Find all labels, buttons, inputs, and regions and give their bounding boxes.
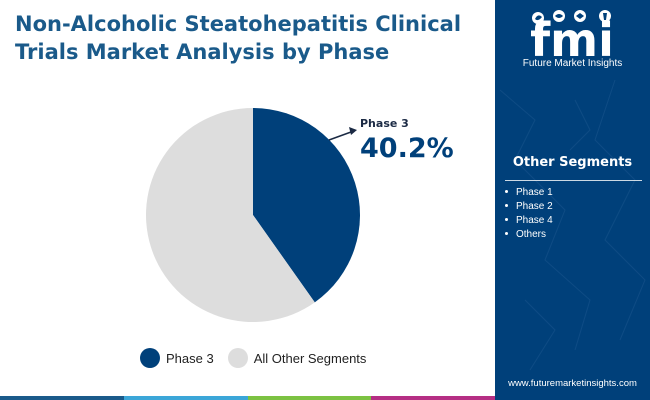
- legend-label-all-other-segments: All Other Segments: [253, 350, 367, 366]
- legend-item-phase-3: Phase 3: [140, 348, 214, 368]
- bullet-icon: [505, 189, 508, 193]
- logo-person-icon: [603, 13, 607, 20]
- page-title: Non-Alcoholic Steatohepatitis Clinical T…: [15, 12, 462, 64]
- other-segments-list: Phase 1 Phase 2 Phase 4 Others: [505, 186, 553, 242]
- fmi-logo-letters: fmi: [530, 13, 614, 67]
- pie-slices: [146, 108, 361, 322]
- logo-bird-icon: [576, 13, 584, 19]
- callout-label: Phase 3: [360, 117, 409, 130]
- pie-chart: [146, 108, 361, 322]
- other-segments-divider: [505, 180, 642, 181]
- list-item: Others: [505, 228, 553, 242]
- fmi-logo: fmi: [530, 10, 614, 67]
- list-item: Phase 2: [505, 200, 553, 214]
- pie-slice-all-other-segments: [146, 108, 315, 322]
- callout-arrowhead: [349, 127, 357, 135]
- pie-slice-phase-3: [253, 108, 361, 303]
- bottom-bar-segment: [247, 396, 372, 400]
- website-url: www.futuremarketinsights.com: [508, 378, 637, 389]
- bullet-icon: [505, 203, 508, 207]
- bullet-icon: [505, 231, 508, 235]
- other-segments-title: Other Segments: [512, 155, 633, 170]
- callout-value: 40.2%: [360, 133, 454, 164]
- callout-leader-line: [328, 131, 352, 141]
- logo-fish-icon: [555, 14, 563, 18]
- bottom-bar-segment: [0, 396, 124, 400]
- logo-leaf-icon: [535, 15, 542, 21]
- brand-name: Future Market Insights: [522, 58, 623, 69]
- list-item: Phase 4: [505, 214, 553, 228]
- legend-swatch-phase-3: [140, 348, 160, 368]
- brand-panel: fmi Future Market Insights Other Segment…: [495, 0, 650, 400]
- legend-item-all-other-segments: All Other Segments: [227, 348, 367, 368]
- chart-legend: Phase 3 All Other Segments: [140, 347, 380, 369]
- bottom-color-bar: [0, 396, 495, 400]
- panel-texture: [499, 79, 646, 371]
- bottom-bar-segment: [371, 396, 495, 400]
- bottom-bar-segment: [123, 396, 248, 400]
- legend-label-phase-3: Phase 3: [166, 350, 214, 366]
- legend-swatch-all-other-segments: [227, 348, 248, 368]
- bullet-icon: [505, 217, 508, 221]
- list-item: Phase 1: [505, 186, 553, 200]
